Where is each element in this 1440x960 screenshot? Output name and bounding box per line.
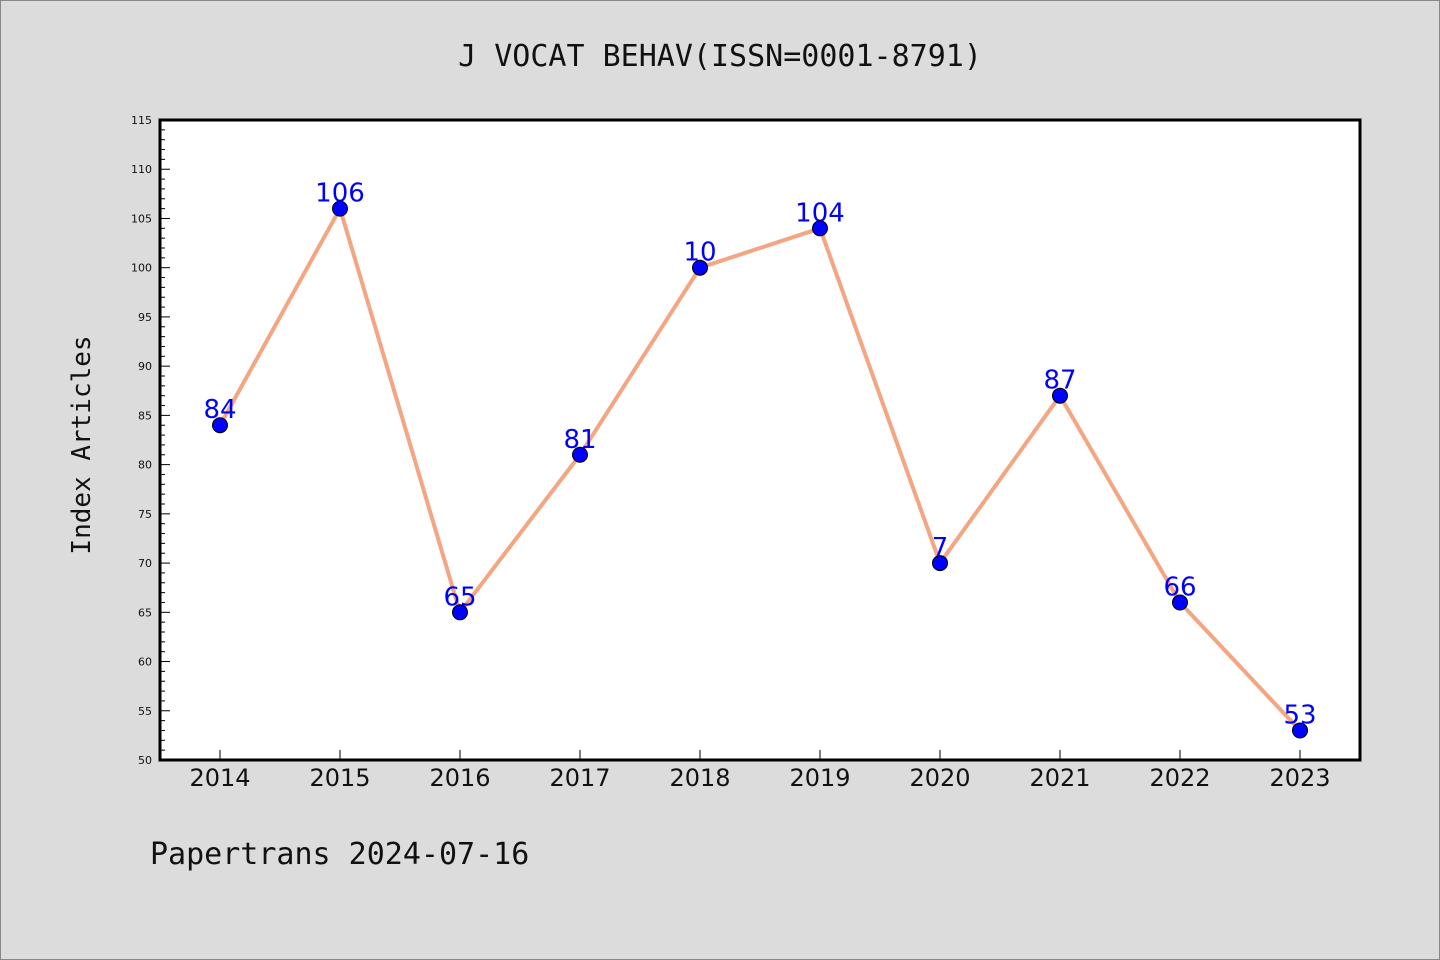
chart-title: J VOCAT BEHAV(ISSN=0001-8791) bbox=[458, 39, 982, 74]
data-point bbox=[812, 220, 828, 237]
y-tick-label: 50 bbox=[138, 754, 152, 767]
data-point bbox=[1172, 594, 1188, 611]
y-axis-ticks: 50 55 60 65 70 75 80 85 90 95 100 105 110 115 bbox=[131, 114, 170, 767]
y-tick-label: 65 bbox=[138, 606, 152, 619]
series-line bbox=[218, 206, 1302, 733]
y-tick-label: 70 bbox=[138, 557, 152, 570]
y-tick-label: 110 bbox=[131, 163, 152, 176]
x-tick-label: 2020 bbox=[909, 764, 970, 792]
y-tick-label: 55 bbox=[138, 705, 152, 718]
x-tick-label: 2015 bbox=[309, 764, 370, 792]
y-tick-label: 90 bbox=[138, 360, 152, 373]
x-tick-label: 2019 bbox=[789, 764, 850, 792]
x-tick-label: 2021 bbox=[1029, 764, 1090, 792]
data-point bbox=[452, 604, 468, 621]
data-point bbox=[1292, 722, 1308, 739]
x-tick-label: 2023 bbox=[1269, 764, 1330, 792]
data-point bbox=[332, 200, 348, 217]
y-tick-label: 115 bbox=[131, 114, 152, 127]
y-tick-label: 60 bbox=[138, 656, 152, 669]
x-axis-ticks: 2014 2015 2016 2017 2018 2019 2020 2021 2022 2023 bbox=[189, 750, 1331, 792]
x-tick-label: 2016 bbox=[429, 764, 490, 792]
data-point bbox=[932, 555, 948, 572]
data-label: 7 bbox=[932, 533, 949, 563]
x-tick-label: 2017 bbox=[549, 764, 610, 792]
x-tick-label: 2018 bbox=[669, 764, 730, 792]
y-tick-label: 80 bbox=[138, 459, 152, 472]
y-tick-label: 95 bbox=[138, 311, 152, 324]
data-point bbox=[212, 417, 228, 434]
x-tick-label: 2014 bbox=[189, 764, 250, 792]
data-point bbox=[692, 259, 708, 276]
y-tick-label: 100 bbox=[131, 262, 152, 275]
y-tick-label: 105 bbox=[131, 212, 152, 225]
y-tick-label: 85 bbox=[138, 409, 152, 422]
y-axis-label: Index Articles bbox=[67, 335, 97, 554]
data-point bbox=[1052, 387, 1068, 404]
y-tick-label: 75 bbox=[138, 508, 152, 521]
data-point bbox=[572, 446, 588, 463]
footer-credit: Papertrans 2024-07-16 bbox=[150, 837, 529, 872]
x-tick-label: 2022 bbox=[1149, 764, 1210, 792]
plot-area bbox=[158, 118, 1362, 762]
